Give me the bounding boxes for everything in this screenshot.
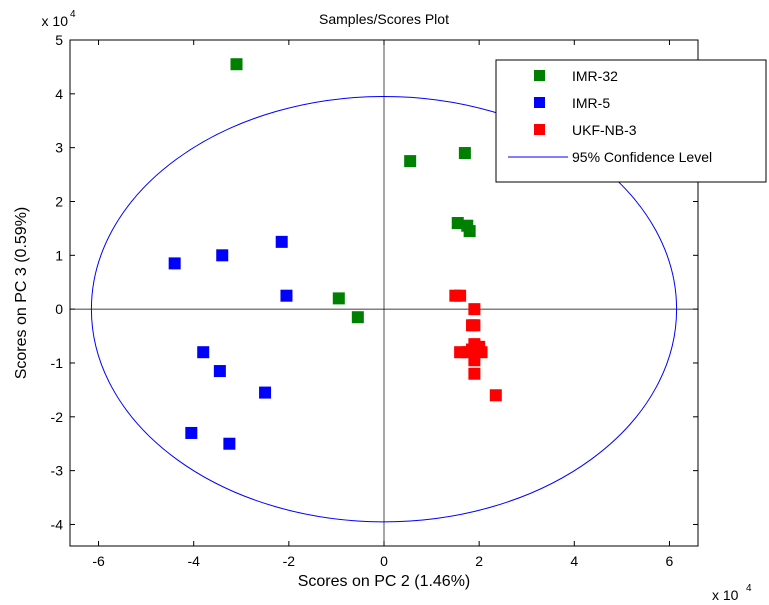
legend-label-ukf-nb-3: UKF-NB-3 bbox=[572, 122, 637, 138]
y-tick-label: -3 bbox=[51, 463, 64, 479]
point-imr-32 bbox=[463, 225, 476, 238]
point-imr-32 bbox=[404, 155, 417, 168]
point-imr-32 bbox=[332, 292, 345, 305]
y-tick-label: -4 bbox=[51, 516, 64, 532]
y-axis-multiplier: x 10 4 bbox=[42, 9, 76, 29]
x-tick-label: 4 bbox=[570, 553, 578, 569]
confidence-ellipse bbox=[90, 95, 678, 523]
x-tick-label: -2 bbox=[283, 553, 296, 569]
point-imr-5 bbox=[213, 365, 226, 378]
y-tick-label: 4 bbox=[55, 86, 63, 102]
y-multiplier-base: x 10 bbox=[42, 13, 69, 29]
y-multiplier-exponent: 4 bbox=[70, 9, 76, 20]
legend-marker-imr-32 bbox=[534, 70, 545, 81]
legend: IMR-32 IMR-5 UKF-NB-3 95% Confidence Lev… bbox=[495, 59, 767, 183]
point-ukf-nb-3 bbox=[489, 389, 502, 402]
x-axis-multiplier: x 10 4 bbox=[712, 583, 752, 603]
legend-marker-ukf-nb-3 bbox=[534, 124, 545, 135]
y-tick-label: 3 bbox=[55, 140, 63, 156]
x-tick-label: -6 bbox=[92, 553, 105, 569]
x-tick-label: -4 bbox=[187, 553, 200, 569]
y-axis-label: Scores on PC 3 (0.59%) bbox=[13, 207, 30, 380]
point-imr-5 bbox=[280, 289, 293, 302]
point-imr-32 bbox=[451, 217, 464, 230]
point-imr-5 bbox=[168, 257, 181, 270]
y-tick-label: -2 bbox=[51, 409, 64, 425]
point-ukf-nb-3 bbox=[468, 303, 481, 316]
point-ukf-nb-3 bbox=[454, 289, 467, 302]
point-imr-5 bbox=[259, 386, 272, 399]
legend-label-imr-5: IMR-5 bbox=[572, 95, 610, 111]
point-imr-5 bbox=[223, 437, 236, 450]
x-multiplier-exponent: 4 bbox=[746, 583, 752, 594]
data-points bbox=[168, 58, 502, 450]
y-tick-label: 2 bbox=[55, 193, 63, 209]
point-imr-5 bbox=[216, 249, 229, 262]
point-ukf-nb-3 bbox=[468, 354, 481, 367]
chart-title: Samples/Scores Plot bbox=[319, 11, 449, 27]
legend-label-confidence: 95% Confidence Level bbox=[572, 149, 712, 165]
point-ukf-nb-3 bbox=[466, 319, 479, 332]
y-tick-label: 5 bbox=[55, 32, 63, 48]
point-imr-5 bbox=[275, 235, 288, 248]
point-ukf-nb-3 bbox=[468, 367, 481, 380]
legend-marker-imr-5 bbox=[534, 97, 545, 108]
point-imr-32 bbox=[351, 311, 364, 324]
axis-ticks: -6 -4 -2 0 2 4 6 -4 -3 -2 -1 0 1 2 3 4 5 bbox=[51, 32, 698, 569]
point-imr-32 bbox=[230, 58, 243, 71]
zero-axes bbox=[70, 40, 698, 546]
legend-label-imr-32: IMR-32 bbox=[572, 68, 618, 84]
x-tick-label: 6 bbox=[666, 553, 674, 569]
x-multiplier-base: x 10 bbox=[712, 587, 739, 603]
y-tick-label: 1 bbox=[55, 247, 63, 263]
x-axis-label: Scores on PC 2 (1.46%) bbox=[298, 573, 471, 590]
x-tick-label: 0 bbox=[380, 553, 388, 569]
y-tick-label: 0 bbox=[55, 301, 63, 317]
point-imr-5 bbox=[185, 426, 198, 439]
x-tick-label: 2 bbox=[475, 553, 483, 569]
point-imr-5 bbox=[197, 346, 210, 359]
y-tick-label: -1 bbox=[51, 355, 64, 371]
point-imr-32 bbox=[458, 147, 471, 160]
